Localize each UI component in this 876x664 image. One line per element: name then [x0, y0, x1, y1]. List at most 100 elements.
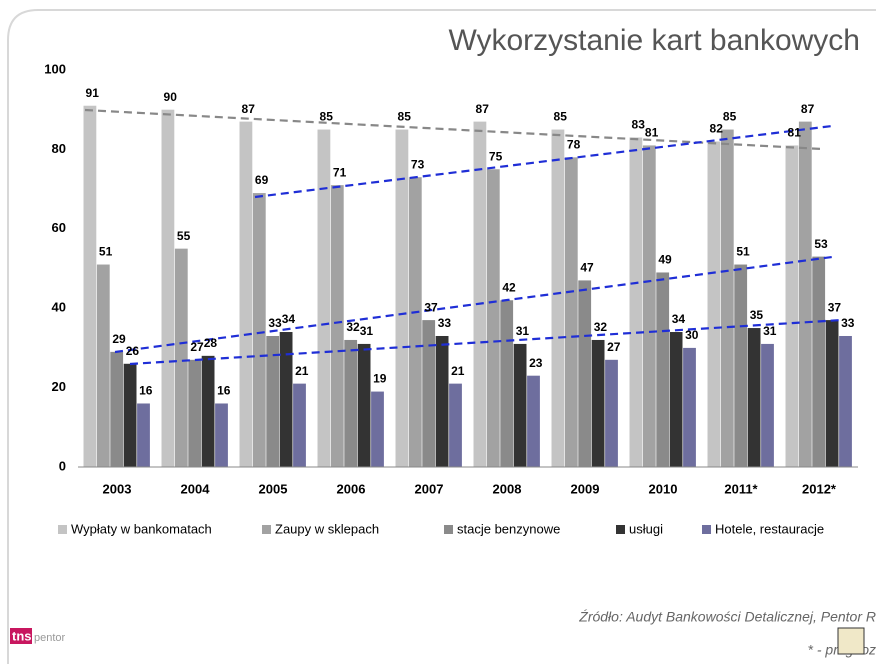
data-label: 82: [710, 122, 724, 136]
data-label: 28: [204, 336, 218, 350]
bar: [656, 272, 670, 467]
data-label: 55: [177, 229, 191, 243]
bar: [188, 359, 202, 467]
data-label: 75: [489, 149, 503, 163]
bar: [123, 363, 137, 467]
legend-swatch: [262, 525, 271, 534]
data-label: 31: [516, 324, 530, 338]
data-label: 81: [788, 126, 802, 140]
bar: [395, 129, 409, 468]
bar: [317, 129, 331, 468]
data-label: 16: [217, 384, 231, 398]
data-label: 21: [451, 364, 465, 378]
trend-line: [129, 318, 843, 366]
bar: [266, 335, 280, 467]
data-label: 87: [476, 102, 490, 116]
bar: [137, 403, 150, 467]
bar: [812, 256, 826, 467]
legend-label: stacje benzynowe: [457, 521, 560, 536]
bar: [564, 157, 578, 467]
x-tick-label: 2012*: [802, 481, 837, 496]
bar: [513, 343, 527, 467]
bar: [798, 121, 812, 468]
trend-line: [254, 124, 833, 199]
trend-line: [114, 255, 833, 354]
x-tick-label: 2007: [415, 481, 444, 496]
bar: [215, 403, 228, 467]
data-label: 33: [438, 316, 452, 330]
data-label: 33: [841, 316, 855, 330]
bar: [578, 280, 592, 467]
data-label: 16: [139, 384, 153, 398]
data-label: 27: [607, 340, 621, 354]
data-label: 71: [333, 165, 347, 179]
x-tick-label: 2006: [337, 481, 366, 496]
data-label: 69: [255, 173, 269, 187]
data-label: 73: [411, 157, 425, 171]
data-label: 32: [594, 320, 608, 334]
legend-label: Wypłaty w bankomatach: [71, 521, 212, 536]
x-tick-label: 2009: [571, 481, 600, 496]
bar: [747, 328, 761, 467]
bar: [839, 335, 852, 467]
bar: [293, 383, 306, 467]
data-label: 51: [736, 245, 750, 259]
data-label: 91: [86, 86, 100, 100]
bar: [486, 169, 500, 467]
y-tick-label: 60: [52, 220, 66, 235]
bar: [527, 375, 540, 467]
bar: [110, 351, 124, 467]
bar: [720, 129, 734, 468]
bar: [500, 300, 514, 467]
bar: [669, 332, 683, 467]
data-label: 78: [567, 138, 581, 152]
data-label: 87: [801, 102, 815, 116]
chart-title: Wykorzystanie kart bankowych: [448, 24, 860, 57]
bar: [449, 383, 462, 467]
data-label: 81: [645, 126, 659, 140]
bar: [825, 320, 839, 467]
bar: [330, 185, 344, 467]
data-label: 23: [529, 356, 543, 370]
bar: [83, 105, 97, 467]
bar: [707, 141, 721, 467]
data-label: 83: [632, 118, 646, 132]
source: Źródło: Audyt Bankowości Detalicznej, Pe…: [578, 609, 876, 625]
y-tick-label: 100: [44, 61, 66, 76]
data-label: 47: [580, 261, 594, 275]
data-label: 85: [723, 110, 737, 124]
legend-swatch: [616, 525, 625, 534]
legend-label: Hotele, restauracje: [715, 521, 824, 536]
bar: [344, 339, 358, 467]
bar: [371, 391, 384, 467]
data-label: 19: [373, 372, 387, 386]
legend-swatch: [702, 525, 711, 534]
data-label: 31: [360, 324, 374, 338]
data-label: 90: [164, 90, 178, 104]
x-tick-label: 2004: [181, 481, 211, 496]
data-label: 33: [268, 316, 282, 330]
logo-main: tns: [12, 628, 32, 643]
y-tick-label: 80: [52, 141, 66, 156]
x-tick-label: 2011*: [724, 481, 758, 496]
x-tick-label: 2005: [259, 481, 288, 496]
bar: [473, 121, 487, 468]
data-label: 53: [814, 237, 828, 251]
y-tick-label: 0: [59, 458, 66, 473]
bar: [761, 343, 774, 467]
data-label: 29: [112, 332, 126, 346]
legend-swatch: [58, 525, 67, 534]
data-label: 31: [763, 324, 777, 338]
x-tick-label: 2003: [103, 481, 132, 496]
data-label: 34: [672, 312, 686, 326]
data-label: 85: [398, 110, 412, 124]
bar: [435, 335, 449, 467]
bar: [683, 347, 696, 467]
bar: [629, 137, 643, 468]
legend-label: usługi: [629, 521, 663, 536]
data-label: 85: [554, 110, 568, 124]
logo-sub: pentor: [34, 632, 66, 644]
bar: [96, 264, 110, 467]
data-label: 30: [685, 328, 699, 342]
